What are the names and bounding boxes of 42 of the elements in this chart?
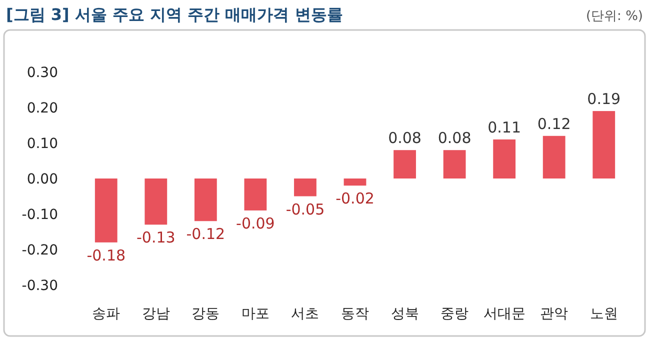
bar xyxy=(344,178,366,186)
x-tick-label: 강동 xyxy=(192,306,220,322)
x-tick-label: 중랑 xyxy=(440,306,469,322)
bar xyxy=(294,178,316,196)
y-tick-label: 0.30 xyxy=(26,65,58,81)
x-tick-label: 강남 xyxy=(142,306,170,322)
bar xyxy=(394,150,416,178)
x-tick-label: 서대문 xyxy=(483,306,526,322)
bar xyxy=(443,150,466,178)
data-label: -0.02 xyxy=(336,190,374,208)
y-tick-label: 0.10 xyxy=(26,136,58,152)
bar xyxy=(493,139,516,178)
bar xyxy=(144,178,168,225)
data-label: 0.11 xyxy=(488,118,522,136)
x-tick-label: 마포 xyxy=(241,306,270,322)
y-tick-label: 0.00 xyxy=(26,172,58,188)
data-label: -0.05 xyxy=(286,200,325,218)
data-label: 0.08 xyxy=(388,129,422,148)
bar xyxy=(244,178,267,210)
x-tick-label: 서초 xyxy=(291,306,320,322)
y-tick-label: 0.20 xyxy=(26,100,58,116)
x-tick-label: 성북 xyxy=(390,306,419,322)
x-tick-label: 노원 xyxy=(590,306,618,322)
x-tick-label: 관악 xyxy=(540,306,568,322)
data-label: -0.12 xyxy=(186,225,226,244)
y-tick-label: -0.20 xyxy=(22,242,58,258)
bar xyxy=(542,136,566,178)
chart-title: [그림 3] 서울 주요 지역 주간 매매가격 변동률 xyxy=(6,5,343,24)
data-label: 0.08 xyxy=(438,129,472,148)
x-tick-label: 송파 xyxy=(92,306,120,322)
data-label: -0.09 xyxy=(236,214,275,232)
bar xyxy=(94,178,118,242)
bar xyxy=(592,111,616,178)
data-label: -0.13 xyxy=(136,228,176,247)
data-label: -0.18 xyxy=(86,246,126,264)
text: (단위: %) xyxy=(586,9,643,24)
bar xyxy=(194,178,217,222)
data-label: 0.12 xyxy=(537,114,571,133)
y-tick-label: -0.10 xyxy=(22,207,58,223)
x-tick-label: 동작 xyxy=(341,306,369,322)
data-label: 0.19 xyxy=(587,90,621,108)
y-tick-label: -0.30 xyxy=(22,278,58,294)
